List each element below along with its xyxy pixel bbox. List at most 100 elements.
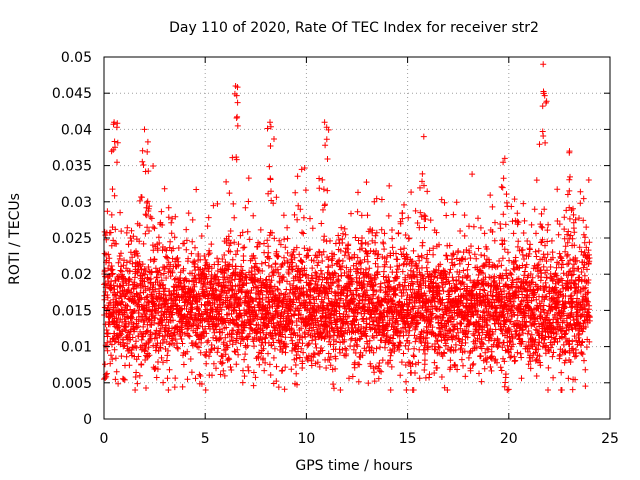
data-point bbox=[195, 344, 202, 351]
data-point bbox=[128, 238, 135, 244]
data-point bbox=[215, 345, 222, 352]
data-point bbox=[181, 302, 188, 309]
data-point bbox=[113, 368, 120, 375]
data-point bbox=[166, 265, 173, 272]
data-point bbox=[126, 268, 133, 274]
data-point bbox=[110, 318, 116, 325]
data-point bbox=[111, 346, 118, 353]
data-point bbox=[133, 324, 140, 331]
data-point bbox=[104, 294, 111, 301]
data-point bbox=[160, 359, 166, 366]
data-point bbox=[118, 353, 125, 360]
data-point bbox=[187, 356, 194, 362]
data-point bbox=[109, 270, 116, 277]
data-point bbox=[172, 375, 179, 382]
data-point bbox=[208, 265, 215, 272]
data-point bbox=[150, 224, 157, 231]
data-point bbox=[171, 234, 178, 241]
data-point bbox=[159, 340, 166, 347]
data-point bbox=[161, 185, 168, 192]
data-point bbox=[175, 345, 181, 352]
data-point bbox=[167, 238, 174, 245]
data-point bbox=[115, 259, 122, 266]
data-point bbox=[209, 372, 215, 379]
data-point bbox=[104, 339, 111, 346]
data-point bbox=[139, 261, 146, 268]
data-point bbox=[152, 265, 159, 272]
data-point bbox=[158, 271, 164, 278]
data-point bbox=[171, 290, 178, 297]
data-point bbox=[174, 344, 181, 351]
data-point bbox=[133, 283, 140, 290]
data-point bbox=[110, 282, 117, 289]
data-point bbox=[151, 319, 158, 326]
data-point bbox=[192, 375, 199, 382]
data-point bbox=[178, 326, 185, 333]
data-point bbox=[129, 314, 136, 321]
data-point bbox=[126, 362, 133, 369]
data-point bbox=[208, 241, 215, 248]
data-point bbox=[104, 347, 111, 354]
data-point bbox=[202, 256, 209, 263]
data-point bbox=[105, 251, 112, 258]
data-point bbox=[210, 202, 217, 209]
data-point bbox=[165, 204, 172, 211]
data-point bbox=[195, 253, 202, 259]
data-point bbox=[124, 303, 131, 310]
data-point bbox=[203, 330, 210, 337]
data-point bbox=[150, 163, 157, 169]
data-point bbox=[159, 222, 166, 228]
data-point bbox=[134, 250, 141, 257]
data-point bbox=[198, 233, 205, 239]
data-point bbox=[160, 270, 167, 277]
data-point bbox=[170, 245, 177, 252]
data-point bbox=[155, 234, 162, 241]
data-point bbox=[118, 331, 125, 338]
data-point bbox=[171, 384, 178, 391]
data-point bbox=[168, 340, 174, 347]
data-point bbox=[194, 316, 201, 323]
data-point bbox=[197, 349, 204, 356]
data-point bbox=[156, 267, 163, 274]
data-point bbox=[129, 334, 136, 341]
data-point bbox=[156, 328, 163, 335]
data-point bbox=[165, 214, 172, 221]
data-point bbox=[134, 253, 141, 259]
data-point bbox=[101, 267, 108, 274]
data-point bbox=[131, 307, 138, 314]
data-point bbox=[109, 356, 116, 363]
data-point bbox=[169, 215, 176, 222]
data-point bbox=[145, 353, 152, 360]
data-point bbox=[142, 311, 149, 318]
data-point bbox=[120, 376, 127, 383]
data-point bbox=[183, 237, 190, 244]
data-point bbox=[168, 230, 175, 237]
data-point bbox=[206, 250, 213, 257]
data-point bbox=[189, 216, 196, 223]
data-point bbox=[213, 287, 220, 294]
data-point bbox=[156, 240, 163, 246]
data-point bbox=[201, 301, 208, 308]
data-point bbox=[180, 361, 187, 368]
data-point bbox=[179, 329, 186, 336]
data-point bbox=[148, 215, 155, 222]
data-point bbox=[164, 255, 171, 262]
data-point bbox=[118, 250, 124, 257]
data-point bbox=[162, 322, 169, 329]
data-point bbox=[140, 240, 147, 247]
data-point bbox=[191, 261, 198, 267]
data-point bbox=[124, 224, 131, 231]
data-point bbox=[151, 307, 158, 314]
data-point bbox=[148, 311, 155, 318]
data-point bbox=[142, 230, 149, 237]
data-point bbox=[213, 365, 219, 372]
data-point bbox=[175, 291, 182, 298]
data-point bbox=[123, 307, 130, 314]
data-point bbox=[194, 306, 201, 312]
data-point bbox=[137, 289, 144, 296]
data-point bbox=[155, 348, 162, 354]
data-point bbox=[117, 267, 124, 274]
data-point bbox=[128, 289, 135, 296]
data-point bbox=[148, 269, 155, 276]
